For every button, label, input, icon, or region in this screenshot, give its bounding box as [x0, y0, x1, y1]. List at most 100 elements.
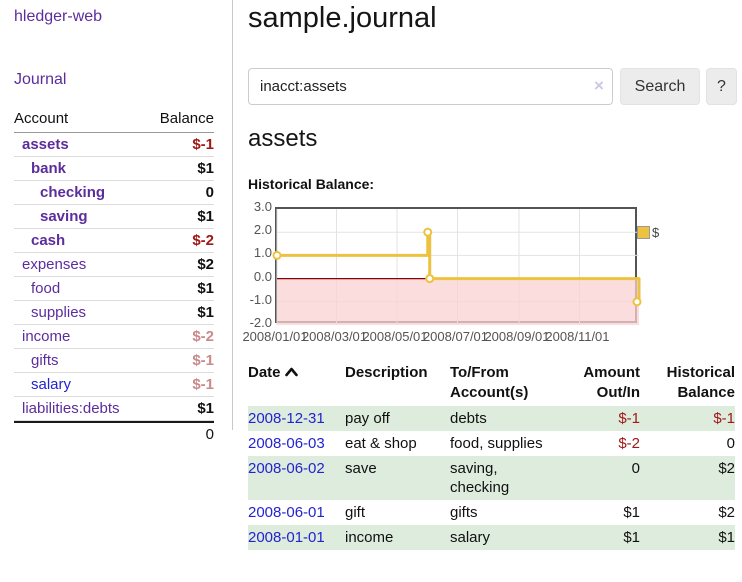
account-link[interactable]: gifts — [31, 352, 59, 369]
account-link[interactable]: saving — [40, 208, 88, 225]
chart-legend: $ — [637, 225, 659, 240]
account-balance: $-1 — [192, 136, 214, 153]
account-heading: assets — [248, 125, 318, 152]
register-table: Date Description To/From Account(s) Amou… — [248, 362, 735, 550]
account-total-row: 0 — [14, 421, 214, 445]
description-column-header: Description — [345, 364, 428, 381]
x-axis-tick-label: 2008/09/01 — [484, 329, 550, 344]
x-axis-tick-label: 2008/03/01 — [301, 329, 368, 344]
account-link[interactable]: assets — [22, 136, 69, 153]
transaction-date-link[interactable]: 2008-06-03 — [248, 435, 325, 452]
legend-swatch-icon — [637, 226, 650, 239]
account-link[interactable]: checking — [40, 184, 106, 201]
register-header-row: Date Description To/From Account(s) Amou… — [248, 362, 735, 406]
total-balance-value: 0 — [205, 425, 214, 443]
search-button[interactable]: Search — [620, 68, 700, 105]
account-link[interactable]: expenses — [22, 256, 87, 273]
sidebar-accounts: assets $-1 bank $1 checking 0 saving $1 cash $-2 e… — [14, 133, 214, 421]
register-row: 2008-06-03 eat & shop food, supplies $-2 0 — [248, 431, 735, 456]
transaction-balance: 0 — [726, 435, 735, 452]
account-link[interactable]: supplies — [31, 304, 87, 321]
amount-column-header: Amount Out/In — [583, 364, 640, 401]
transaction-amount: $-1 — [618, 410, 640, 427]
transaction-balance: $1 — [718, 529, 735, 546]
transaction-balance: $-1 — [713, 410, 735, 427]
account-balance: $-2 — [192, 232, 214, 249]
x-axis-tick-label: 2008/11/01 — [545, 329, 610, 344]
y-axis-tick-label: -2.0 — [249, 315, 272, 330]
transaction-date-link[interactable]: 2008-12-31 — [248, 410, 325, 427]
account-row: assets $-1 — [14, 133, 214, 157]
register-row: 2008-01-01 income salary $1 $1 — [248, 525, 735, 550]
clear-search-icon[interactable]: × — [594, 76, 604, 95]
sidebar: hledger-web Journal Account Balance asse… — [0, 0, 233, 443]
x-axis-tick-label: 2008/07/01 — [422, 329, 489, 344]
account-link[interactable]: liabilities:debts — [22, 400, 120, 417]
chart-canvas — [272, 209, 642, 325]
chart-title: Historical Balance: — [248, 176, 375, 192]
account-balance: $-1 — [192, 352, 214, 369]
account-balance: 0 — [205, 184, 214, 201]
account-balance: $1 — [197, 280, 214, 297]
x-axis-tick-label: 2008/05/01 — [362, 329, 428, 344]
account-link[interactable]: income — [22, 328, 71, 345]
y-axis-tick-label: 2.0 — [253, 222, 272, 238]
main-content: sample.journal × Search ? assets Histori… — [242, 0, 737, 582]
account-table-header: Account Balance — [14, 108, 214, 133]
account-link[interactable]: salary — [31, 376, 72, 393]
account-row: bank $1 — [14, 157, 214, 181]
account-balance: $1 — [197, 208, 214, 225]
page-title: sample.journal — [248, 2, 437, 34]
balance-column-header-register: Historical Balance — [666, 364, 735, 401]
account-row: supplies $1 — [14, 301, 214, 325]
transaction-accounts: saving, checking — [450, 460, 510, 496]
register-row: 2008-06-02 save saving, checking 0 $2 — [248, 456, 735, 500]
search-input[interactable] — [248, 68, 613, 105]
app-brand-link[interactable]: hledger-web — [14, 8, 103, 25]
tofrom-column-header: To/From Account(s) — [450, 364, 529, 401]
transaction-description: income — [345, 529, 394, 546]
account-balance: $1 — [197, 400, 214, 417]
transaction-description: gift — [345, 504, 366, 521]
account-row: liabilities:debts $1 — [14, 397, 214, 421]
transaction-date-link[interactable]: 2008-06-02 — [248, 460, 325, 477]
y-axis-tick-label: 0.0 — [253, 268, 272, 284]
account-row: expenses $2 — [14, 253, 214, 277]
transaction-accounts: debts — [450, 410, 487, 427]
balance-column-header: Balance — [159, 110, 214, 127]
account-link[interactable]: bank — [31, 160, 67, 177]
account-balance: $-1 — [192, 376, 214, 393]
search-help-button[interactable]: ? — [706, 68, 737, 105]
transaction-balance: $2 — [718, 504, 735, 521]
transaction-description: pay off — [345, 410, 390, 427]
account-row: saving $1 — [14, 205, 214, 229]
transaction-amount: $1 — [623, 529, 640, 546]
transaction-description: eat & shop — [345, 435, 417, 452]
date-column-header[interactable]: Date — [248, 362, 345, 406]
legend-label: $ — [652, 225, 660, 240]
account-balance: $1 — [197, 304, 214, 321]
account-row: income $-2 — [14, 325, 214, 349]
account-link[interactable]: cash — [31, 232, 66, 249]
transaction-accounts: salary — [450, 529, 491, 546]
account-row: gifts $-1 — [14, 349, 214, 373]
account-row: salary $-1 — [14, 373, 214, 397]
account-column-header: Account — [14, 110, 69, 127]
sidebar-account-table: Account Balance assets $-1 bank $1 checking 0… — [14, 108, 214, 445]
account-balance: $2 — [197, 256, 214, 273]
account-link[interactable]: food — [31, 280, 61, 297]
register-row: 2008-12-31 pay off debts $-1 $-1 — [248, 406, 735, 431]
transaction-description: save — [345, 460, 377, 477]
transaction-amount: 0 — [631, 460, 640, 477]
transaction-amount: $-2 — [618, 435, 640, 452]
transaction-date-link[interactable]: 2008-06-01 — [248, 504, 325, 521]
sort-ascending-icon — [284, 363, 298, 383]
historical-balance-chart: 3.0 2.0 1.0 0.0 -1.0 -2.0 $ 2008/01/01 2008/03… — [242, 198, 735, 350]
account-row: checking 0 — [14, 181, 214, 205]
search-form: × Search ? — [248, 68, 737, 105]
chart-plot-area: $ — [272, 207, 659, 325]
transaction-date-link[interactable]: 2008-01-01 — [248, 529, 325, 546]
sidebar-item-journal[interactable]: Journal — [14, 71, 67, 88]
account-balance: $1 — [197, 160, 214, 177]
